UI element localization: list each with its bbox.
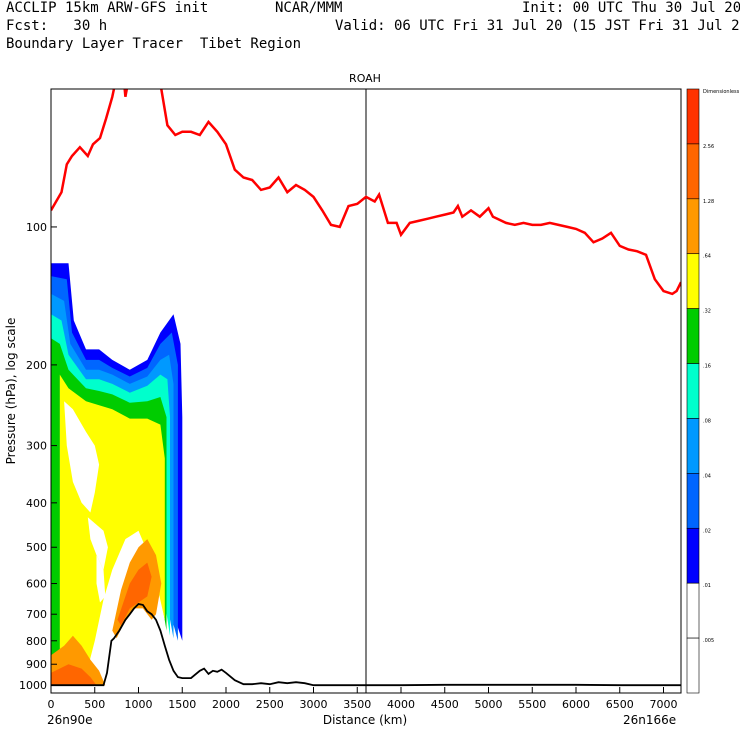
- colorbar-swatch-4: [686, 308, 700, 364]
- colorbar-label-10: .005: [703, 638, 714, 644]
- colorbar-label-5: .16: [703, 364, 711, 370]
- colorbar-label-0: Dimensionless: [703, 89, 740, 95]
- tracer-clear-region-1: [87, 517, 108, 570]
- colorbar-swatch-0: [686, 88, 700, 145]
- x-tick-label-5000: 5000: [475, 698, 503, 711]
- colorbar-swatch-7: [686, 473, 700, 529]
- tropopause-line: [51, 89, 681, 296]
- colorbar-label-6: .08: [703, 418, 711, 424]
- x-tick-label-0: 0: [48, 698, 55, 711]
- x-tick-label-1500: 1500: [168, 698, 196, 711]
- location-marker-label: ROAH: [349, 72, 381, 85]
- colorbar-swatch-1: [686, 143, 700, 200]
- left-endpoint-label: 26n90e: [47, 713, 93, 727]
- header-center: NCAR/MMM: [275, 0, 343, 16]
- x-tick-label-1000: 1000: [125, 698, 153, 711]
- header-left-line1: ACCLIP 15km ARW-GFS init: [6, 0, 209, 16]
- colorbar-label-8: .02: [703, 528, 711, 534]
- header-valid-time: Valid: 06 UTC Fri 31 Jul 20 (15 JST Fri …: [335, 18, 740, 34]
- y-tick-label-900: 900: [26, 658, 47, 671]
- y-tick-label-400: 400: [26, 497, 47, 510]
- colorbar-label-2: 1.28: [703, 199, 714, 205]
- colorbar-swatch-10: [686, 637, 700, 694]
- x-tick-label-2500: 2500: [256, 698, 284, 711]
- x-tick-label-6500: 6500: [606, 698, 634, 711]
- x-tick-label-500: 500: [84, 698, 105, 711]
- y-tick-label-600: 600: [26, 578, 47, 591]
- colorbar-label-4: .32: [703, 309, 711, 315]
- x-axis-label: Distance (km): [323, 713, 407, 727]
- colorbar-label-9: .01: [703, 583, 711, 589]
- y-tick-label-300: 300: [26, 440, 47, 453]
- tracer-clear-region-0: [64, 401, 100, 513]
- tracer-contour-2p56-9: [117, 562, 152, 626]
- colorbar-swatch-5: [686, 363, 700, 419]
- y-axis-label: Pressure (hPa), log scale: [4, 318, 18, 465]
- y-tick-label-800: 800: [26, 635, 47, 648]
- x-tick-label-4500: 4500: [431, 698, 459, 711]
- tracer-contour-2p56-8: [51, 664, 97, 686]
- colorbar-swatch-3: [686, 253, 700, 309]
- terrain-line: [51, 603, 681, 687]
- tracer-clear-region-2: [96, 555, 106, 603]
- x-tick-label-3000: 3000: [300, 698, 328, 711]
- header-left-line3: Boundary Layer Tracer Tibet Region: [6, 36, 302, 52]
- colorbar-swatch-9: [686, 582, 700, 639]
- right-endpoint-label: 26n166e: [623, 713, 676, 727]
- y-tick-label-500: 500: [26, 541, 47, 554]
- x-tick-label-6000: 6000: [562, 698, 590, 711]
- colorbar-label-3: .64: [703, 254, 711, 260]
- colorbar-swatch-6: [686, 418, 700, 474]
- header-init-time: Init: 00 UTC Thu 30 Jul 20: [522, 0, 740, 16]
- y-tick-label-200: 200: [26, 359, 47, 372]
- colorbar-swatch-2: [686, 198, 700, 255]
- x-tick-label-7000: 7000: [650, 698, 678, 711]
- x-tick-label-2000: 2000: [212, 698, 240, 711]
- y-tick-label-700: 700: [26, 608, 47, 621]
- y-tick-label-1000: 1000: [19, 679, 47, 692]
- colorbar-label-7: .04: [703, 473, 711, 479]
- x-tick-label-5500: 5500: [518, 698, 546, 711]
- colorbar-label-1: 2.56: [703, 144, 714, 150]
- header-left-line2: Fcst: 30 h: [6, 18, 108, 34]
- x-tick-label-3500: 3500: [343, 698, 371, 711]
- y-tick-label-100: 100: [26, 221, 47, 234]
- plot-frame: [50, 88, 682, 694]
- x-tick-label-4000: 4000: [387, 698, 415, 711]
- colorbar-swatch-8: [686, 527, 700, 584]
